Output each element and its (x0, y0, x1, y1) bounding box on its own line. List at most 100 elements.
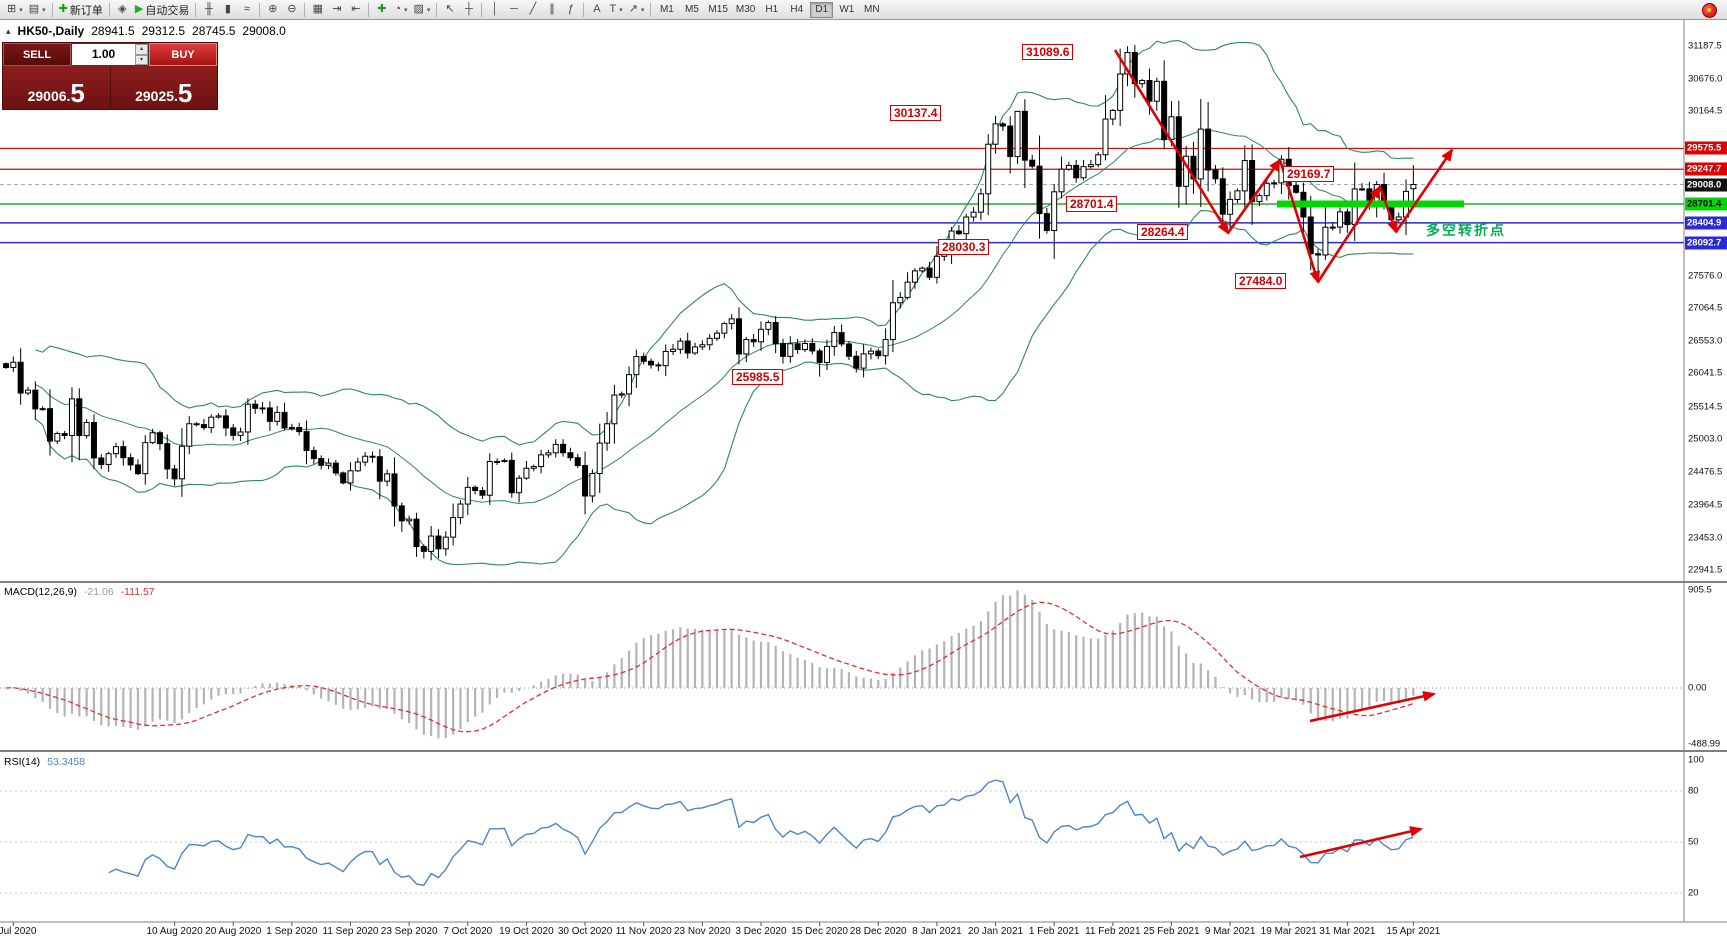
metaeditor-icon: ◈ (118, 3, 127, 15)
arrows-object-button[interactable]: ↗ ▾ (626, 1, 648, 18)
cursor-icon: ↖ (445, 3, 455, 15)
horizontal-line-button[interactable]: ─ (504, 1, 523, 18)
rsi-indicator-label: RSI(14) 53.3458 (4, 756, 85, 768)
sell-price-big-digit: 5 (70, 78, 85, 108)
fibonacci-icon: ƒ (567, 3, 574, 15)
macd-indicator-label: MACD(12,26,9) -21.06 -111.57 (4, 586, 155, 598)
price-annotation[interactable]: 28264.4 (1137, 223, 1189, 240)
text-label-button[interactable]: T ▾ (606, 1, 625, 18)
community-icon[interactable] (1702, 3, 1717, 18)
indicators-plus-icon: ✚ (377, 3, 387, 15)
metaeditor-button[interactable]: ◈ (113, 1, 132, 18)
zoom-in-icon: ⊕ (268, 3, 278, 15)
vertical-line-button[interactable]: │ (485, 1, 504, 18)
crosshair-button[interactable]: ┼ (459, 1, 478, 18)
price-annotation[interactable]: 27484.0 (1235, 273, 1287, 290)
one-click-collapse-icon[interactable]: ▴ (6, 25, 11, 36)
buy-price-main: 29025. (135, 88, 178, 104)
buy-price-big-digit: 5 (177, 78, 193, 108)
timeframe-button-h4[interactable]: H4 (785, 2, 808, 18)
timeframe-button-m5[interactable]: M5 (680, 2, 703, 18)
indicators-button[interactable]: ✚ (372, 1, 391, 18)
timeframe-button-m15[interactable]: M15 (705, 2, 730, 18)
buy-button[interactable]: BUY (149, 43, 217, 66)
price-annotation[interactable]: 31089.6 (1022, 44, 1074, 61)
horizontal-line-icon: ─ (510, 3, 518, 15)
price-annotation[interactable]: 29169.7 (1283, 166, 1335, 183)
macd-name: MACD(12,26,9) (4, 586, 77, 598)
volume-stepper: ▴ ▾ (135, 44, 148, 65)
price-annotation[interactable]: 28701.4 (1066, 195, 1118, 212)
toolbar-separator (304, 2, 306, 17)
periods-button[interactable]: ◔ ▾ (391, 1, 410, 18)
toolbar-separator (259, 2, 261, 17)
one-click-trading-panel: SELL 1.00 ▴ ▾ BUY 29006. 5 29025. 5 (2, 42, 218, 110)
timeframe-button-w1[interactable]: W1 (835, 2, 858, 18)
candlestick-chart-icon: ▮ (224, 3, 231, 15)
trendline-button[interactable]: ╱ (523, 1, 542, 18)
templates-button[interactable]: ▨ ▾ (411, 1, 434, 18)
auto-trading-button[interactable]: ▶ 自动交易 (132, 1, 192, 18)
volume-value[interactable]: 1.00 (91, 47, 116, 61)
zoom-out-button[interactable]: ⊖ (282, 1, 301, 18)
volume-down-icon[interactable]: ▾ (135, 54, 148, 65)
chart-shift-button[interactable]: ⇤ (346, 1, 365, 18)
volume-up-icon[interactable]: ▴ (135, 44, 148, 55)
toolbar-separator (195, 2, 197, 17)
sell-button[interactable]: SELL (3, 43, 71, 66)
line-chart-icon: ≈ (243, 3, 250, 15)
buy-price-display: 29025. 5 (109, 66, 218, 109)
text-label-icon: T (609, 3, 617, 15)
chart-info-line: ▴ HK50-,Daily 28941.5 29312.5 28745.5 29… (6, 24, 286, 38)
main-toolbar: ⊞ ▾ ▤ ▾ ✚ 新订单 ◈ ▶ 自动交易 ╫ ▮ ≈ ⊕ ⊖ ▦ ⇥ ⇤ ✚ ◔ ▾ ▨ ▾ ↖ ┼ │ ─ ╱ ∥ ƒ A T ▾ ↗ ▾ M… (0, 0, 1727, 20)
price-annotation[interactable]: 28030.3 (938, 238, 990, 255)
rsi-name: RSI(14) (4, 756, 41, 768)
timeframe-button-m30[interactable]: M30 (733, 2, 758, 18)
timeframe-button-m1[interactable]: M1 (655, 2, 678, 18)
rsi-value: 53.3458 (47, 756, 86, 768)
text-button[interactable]: A (587, 1, 606, 18)
timeframe-button-mn[interactable]: MN (860, 2, 883, 18)
auto-scroll-icon: ⇥ (332, 3, 342, 15)
new-order-icon: ✚ (58, 3, 68, 15)
text-icon: A (593, 3, 601, 15)
tile-windows-button[interactable]: ▦ (308, 1, 327, 18)
channel-icon: ∥ (549, 3, 555, 15)
toolbar-separator (481, 2, 483, 17)
toolbar-separator (368, 2, 370, 17)
tile-windows-icon: ▦ (312, 3, 324, 15)
periods-clock-icon: ◔ (394, 3, 401, 15)
candlestick-chart-button[interactable]: ▮ (218, 1, 237, 18)
bars-chart-button[interactable]: ╫ (199, 1, 218, 18)
price-annotation[interactable]: 25985.5 (732, 368, 784, 385)
channel-button[interactable]: ∥ (542, 1, 561, 18)
high-value: 29312.5 (141, 24, 186, 38)
cursor-button[interactable]: ↖ (440, 1, 459, 18)
auto-trading-play-icon: ▶ (134, 3, 144, 15)
toolbar-separator (650, 2, 652, 17)
timeframe-button-h1[interactable]: H1 (760, 2, 783, 18)
fibonacci-button[interactable]: ƒ (561, 1, 580, 18)
open-value: 28941.5 (91, 24, 135, 38)
trendline-icon: ╱ (529, 3, 537, 15)
sell-price-display: 29006. 5 (3, 66, 110, 109)
symbol-period-label: HK50-,Daily (17, 24, 85, 38)
zoom-out-icon: ⊖ (287, 3, 297, 15)
macd-signal-value: -111.57 (120, 586, 155, 598)
new-order-button[interactable]: ✚ 新订单 (56, 1, 106, 18)
profiles-button[interactable]: ▤ ▾ (26, 1, 49, 18)
zoom-in-button[interactable]: ⊕ (263, 1, 282, 18)
auto-scroll-button[interactable]: ⇥ (327, 1, 346, 18)
timeframe-button-d1[interactable]: D1 (810, 1, 834, 18)
line-chart-button[interactable]: ≈ (237, 1, 256, 18)
low-value: 28745.5 (192, 24, 236, 38)
price-annotation[interactable]: 30137.4 (890, 104, 942, 121)
new-chart-icon: ⊞ (7, 3, 17, 15)
new-chart-button[interactable]: ⊞ ▾ (4, 1, 26, 18)
chart-shift-icon: ⇤ (351, 3, 361, 15)
volume-field[interactable]: 1.00 ▴ ▾ (71, 43, 149, 66)
toolbar-separator (51, 2, 53, 17)
arrows-object-icon: ↗ (628, 3, 638, 15)
